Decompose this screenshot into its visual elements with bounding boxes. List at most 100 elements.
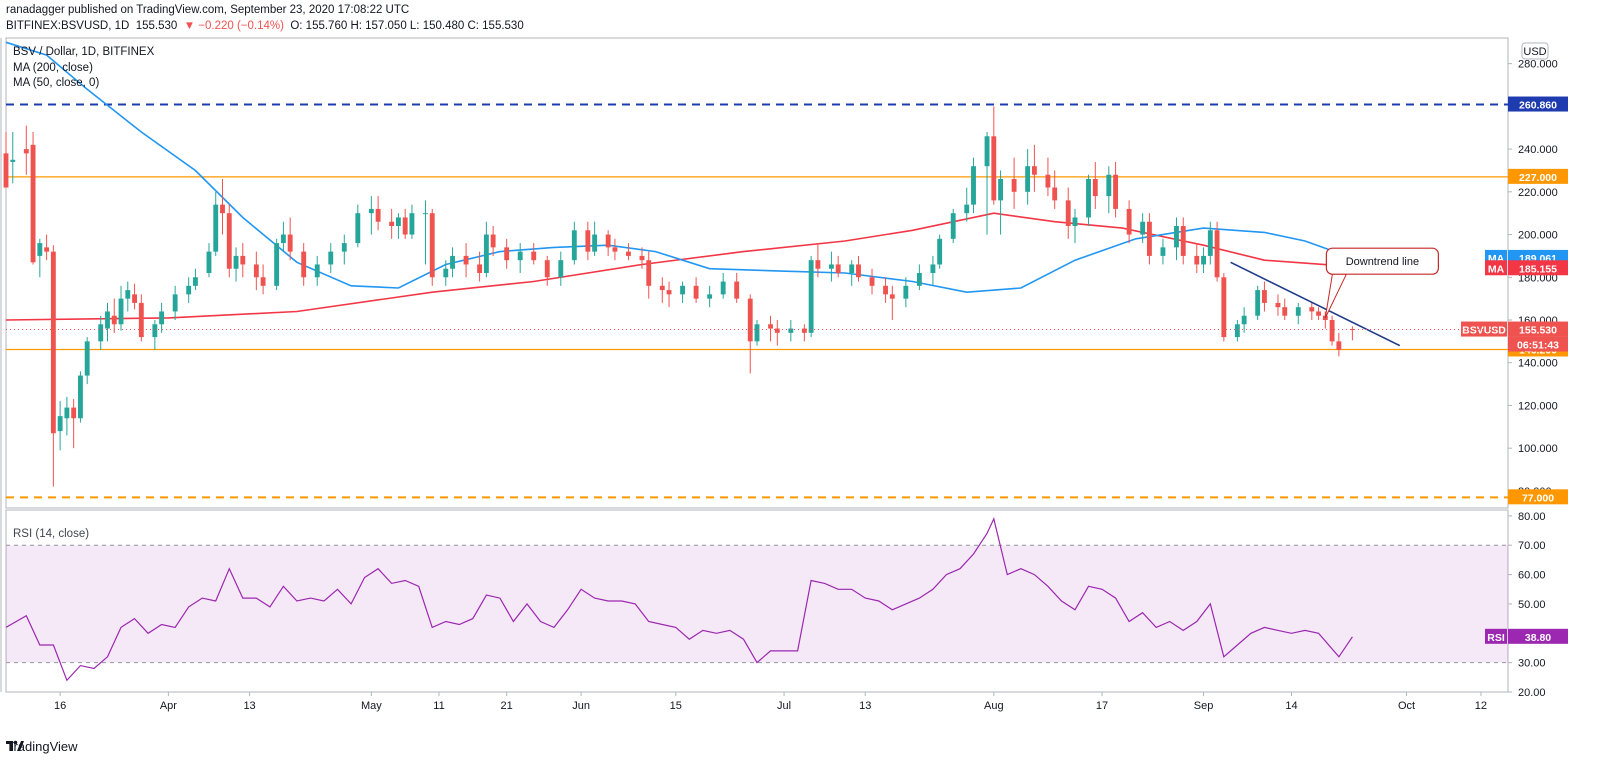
candle-body — [490, 234, 496, 248]
candle-body — [1045, 174, 1051, 188]
candle — [1282, 298, 1288, 320]
candle — [734, 273, 740, 303]
candle-body — [531, 251, 537, 261]
time-tick-label: 13 — [243, 700, 255, 712]
candle-body — [504, 247, 510, 261]
candle — [1329, 315, 1335, 346]
level-label-bg — [1508, 489, 1568, 505]
candle — [240, 243, 246, 278]
candle-body — [1180, 226, 1186, 256]
candle-body — [220, 204, 225, 214]
candle-body — [477, 264, 483, 273]
candle-body — [964, 204, 970, 214]
candle — [220, 179, 225, 235]
candle-body — [77, 375, 83, 419]
candle-body — [984, 136, 990, 167]
candle-body — [1201, 255, 1206, 265]
candle-body — [395, 217, 401, 226]
level-label-bg — [1508, 168, 1568, 184]
candle — [1113, 161, 1119, 218]
candle — [193, 268, 198, 291]
rsi-tag-value-bg — [1508, 628, 1568, 644]
candle-body — [226, 213, 232, 269]
rsi-tick-label: 80.00 — [1518, 511, 1546, 523]
candle-body — [544, 260, 550, 278]
candle — [754, 320, 760, 346]
price-tag-value-bg — [1508, 321, 1568, 337]
candle — [693, 277, 699, 303]
candle-body — [626, 251, 631, 256]
time-tick-label: 12 — [1475, 700, 1487, 712]
time-tick-label: 13 — [859, 700, 871, 712]
candle — [1146, 213, 1152, 265]
legend-ma50[interactable]: MA (50, close, 0) — [13, 77, 100, 89]
price-tag-name: MA — [1488, 263, 1505, 275]
candle-body — [341, 243, 347, 252]
candle — [443, 260, 449, 286]
tradingview-brand[interactable]: TradingView — [6, 739, 78, 754]
candle-body — [375, 208, 381, 222]
candle-body — [429, 213, 435, 278]
candle — [1295, 302, 1301, 325]
candle-body — [856, 264, 861, 278]
candle — [138, 294, 144, 342]
candle-body — [1025, 166, 1031, 192]
candle — [301, 243, 307, 286]
rsi-tick-label: 30.00 — [1518, 658, 1546, 670]
candle-body — [172, 294, 178, 312]
candle — [964, 187, 970, 222]
candle-body — [1349, 329, 1355, 331]
candle — [206, 243, 212, 278]
candle — [71, 399, 77, 449]
candle-body — [808, 260, 814, 333]
candle — [1234, 320, 1240, 342]
candle-body — [423, 213, 428, 215]
candle-body — [1113, 174, 1119, 209]
candle-body — [1031, 166, 1037, 175]
candle — [44, 234, 50, 261]
candle-body — [971, 166, 976, 205]
time-tick-label: Jun — [572, 700, 590, 712]
currency-label: USD — [1523, 46, 1546, 58]
candle-body — [37, 243, 43, 256]
candle — [409, 204, 415, 239]
candle — [828, 251, 834, 282]
candle-body — [328, 251, 334, 265]
legend-ma200[interactable]: MA (200, close) — [13, 62, 93, 74]
candle — [111, 298, 117, 333]
candle-body — [1295, 307, 1301, 316]
candle — [612, 238, 618, 261]
candle — [423, 200, 428, 265]
candle-body — [132, 294, 137, 303]
time-tick-label: Oct — [1398, 700, 1415, 712]
candle-body — [3, 153, 9, 188]
candle-body — [1275, 302, 1281, 308]
candle-body — [111, 315, 117, 325]
candle — [788, 320, 794, 342]
candle — [869, 268, 875, 295]
candle-body — [1140, 221, 1146, 235]
candle — [64, 396, 70, 436]
candle — [605, 230, 611, 256]
candle-body — [835, 264, 841, 273]
ohlc-values: O: 155.760 H: 157.050 L: 150.480 C: 155.… — [290, 20, 524, 32]
candle — [998, 170, 1004, 235]
candle — [659, 277, 665, 303]
candle — [1106, 166, 1112, 214]
rsi-tag: RSI 38.80 — [1485, 628, 1568, 644]
candle — [77, 371, 83, 423]
candle-body — [1221, 277, 1227, 338]
candle — [389, 208, 395, 239]
rsi-tag-name-bg — [1485, 628, 1507, 644]
candle — [253, 251, 259, 291]
symbol-label[interactable]: BITFINEX:BSVUSD, 1D — [6, 20, 130, 32]
candle-body — [517, 251, 523, 261]
legend-rsi[interactable]: RSI (14, close) — [13, 528, 90, 540]
candle — [1349, 326, 1355, 341]
level-label-text: 260.860 — [1519, 100, 1557, 112]
candle-body — [57, 416, 63, 432]
candle-body — [666, 290, 672, 295]
candle-body — [98, 324, 104, 342]
currency-button[interactable]: USD — [1521, 42, 1549, 60]
